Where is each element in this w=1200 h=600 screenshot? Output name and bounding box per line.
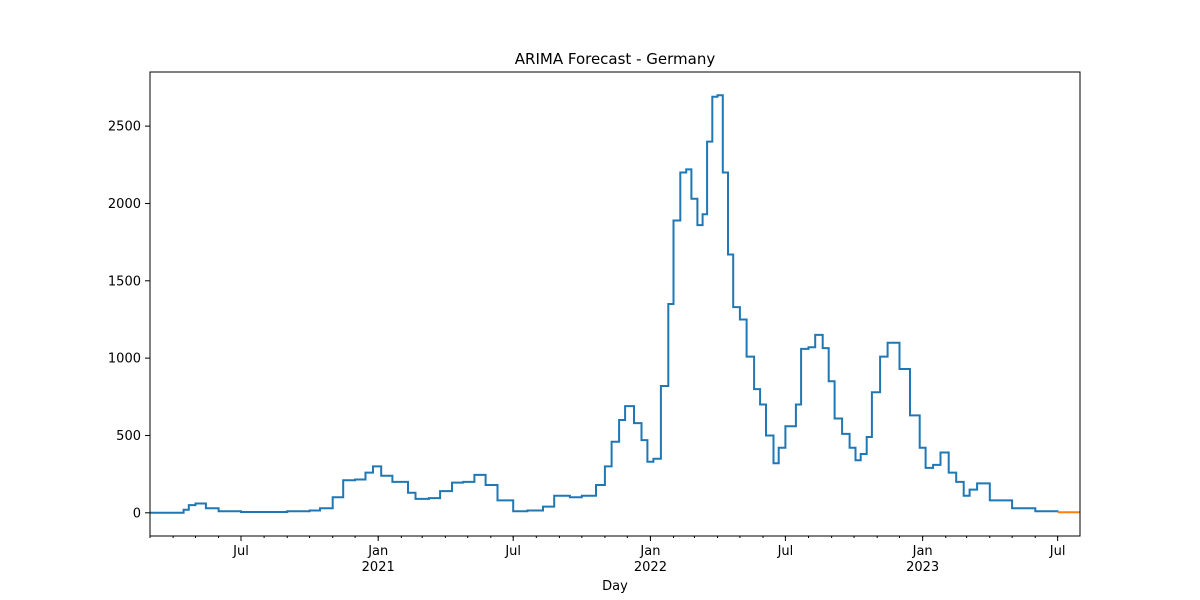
- x-tick-label: Jan: [367, 544, 388, 559]
- x-tick-label: Jul: [1049, 544, 1066, 559]
- x-tick-year-label: 2023: [906, 560, 939, 575]
- x-tick-label: Jul: [777, 544, 794, 559]
- x-tick-label: Jan: [639, 544, 660, 559]
- y-tick-label: 0: [133, 506, 141, 521]
- x-tick-year-label: 2021: [362, 560, 395, 575]
- x-tick-label: Jul: [504, 544, 521, 559]
- y-tick-label: 1000: [108, 352, 141, 367]
- x-tick-year-label: 2022: [634, 560, 667, 575]
- y-tick-label: 2500: [108, 120, 141, 135]
- plot-frame: [149, 71, 1081, 537]
- y-tick-label: 2000: [108, 197, 141, 212]
- y-tick-label: 500: [116, 429, 141, 444]
- plot-lines: [150, 94, 1080, 514]
- y-axis-ticks: 0 500 1000 1500 2000 2500: [108, 120, 150, 521]
- x-tick-label: Jul: [232, 544, 249, 559]
- x-tick-label: Jan: [912, 544, 933, 559]
- y-tick-label: 1500: [108, 274, 141, 289]
- series-line-1: [150, 94, 1059, 514]
- x-axis-label: Day: [602, 579, 628, 594]
- chart-title: ARIMA Forecast - Germany: [515, 50, 716, 68]
